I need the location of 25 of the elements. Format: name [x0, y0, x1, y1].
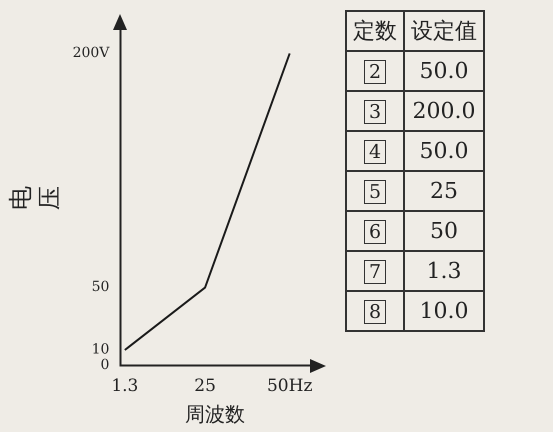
text: 3: [364, 100, 386, 124]
y-tick-label: 0: [100, 357, 110, 374]
x-axis-title: 周波数: [185, 402, 246, 426]
text: 8: [364, 300, 386, 324]
text: 设定值: [404, 11, 484, 51]
x-tick-label: 50Hz: [266, 376, 312, 396]
text: 50: [404, 211, 484, 251]
x-tick-label: 1.3: [111, 376, 138, 396]
y-tick-label: 50: [92, 279, 110, 296]
text: 2: [364, 60, 386, 84]
text: 1.3: [404, 251, 484, 291]
text: 定数: [346, 11, 404, 51]
text: 5: [364, 180, 386, 204]
y-tick-label: 200V: [72, 45, 110, 62]
text: 25: [404, 171, 484, 211]
text: 6: [364, 220, 386, 244]
text: 50.0: [404, 51, 484, 91]
text: 4: [364, 140, 386, 164]
text: 10.0: [404, 291, 484, 331]
x-tick-label: 25: [194, 376, 216, 396]
text: 200.0: [404, 91, 484, 131]
text: 7: [364, 260, 386, 284]
text: 50.0: [404, 131, 484, 171]
y-axis-title: 电压: [6, 186, 64, 210]
y-tick-label: 10: [92, 342, 110, 358]
